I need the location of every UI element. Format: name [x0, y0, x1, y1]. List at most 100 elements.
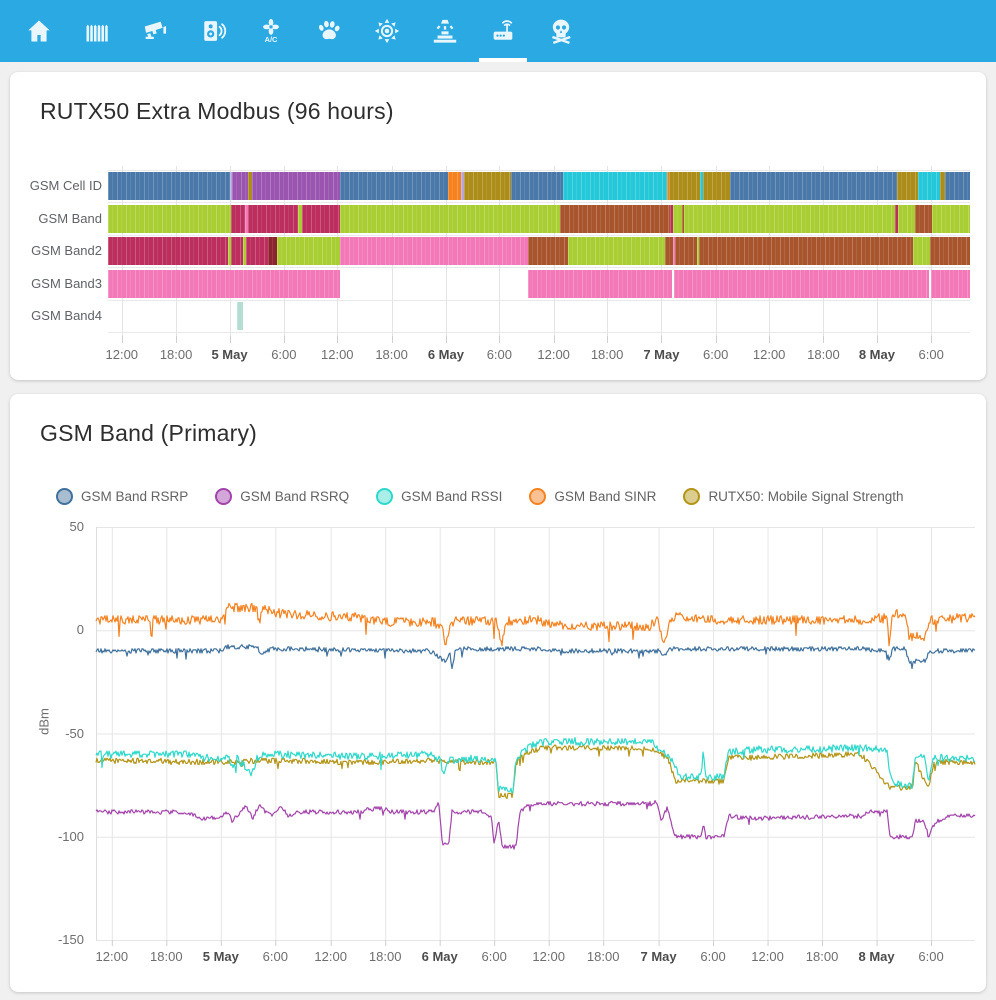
home-icon: [28, 20, 50, 42]
timeline-segment: [108, 204, 232, 233]
gridline: [108, 267, 970, 268]
timeline-segment: [683, 204, 896, 233]
timeline-segment: [672, 204, 683, 233]
y-tick-label: -100: [57, 828, 84, 844]
x-tick-label: 18:00: [159, 347, 193, 362]
y-tick-label: 50: [69, 519, 84, 534]
timeline-segment: [895, 204, 898, 233]
legend-swatch: [683, 488, 701, 505]
legend-item[interactable]: GSM Band RSRQ: [215, 488, 349, 505]
x-tick-label: 18:00: [368, 949, 402, 964]
nav-tab-security[interactable]: [532, 0, 590, 62]
nav-tab-climate[interactable]: A/C: [242, 0, 300, 62]
x-tick-label: 12:00: [314, 949, 347, 964]
nav-tab-cameras[interactable]: [126, 0, 184, 62]
timeline-segment: [108, 172, 230, 200]
axis-tick: [931, 336, 933, 343]
x-tick-label: 6:00: [918, 347, 944, 362]
timeline-segment: [669, 172, 701, 200]
gridline: [108, 332, 970, 333]
series-gsm-band-rssi: [95, 737, 975, 794]
legend-label: GSM Band RSRQ: [240, 489, 350, 504]
timeline-segment: [231, 204, 246, 233]
timeline-row-label: GSM Band3: [31, 275, 102, 291]
axis-tick: [823, 336, 825, 343]
axis-tick: [283, 336, 285, 343]
legend-item[interactable]: RUTX50: Mobile Signal Strength: [683, 488, 904, 505]
legend-item[interactable]: GSM Band SINR: [529, 488, 656, 505]
timeline-segment: [700, 172, 703, 200]
x-tick-label: 5 May: [202, 949, 239, 964]
timeline-segment: [339, 204, 560, 233]
nav-tab-fence[interactable]: [68, 0, 126, 62]
x-tick-label: 6:00: [703, 347, 729, 362]
signal-plot-area[interactable]: [95, 527, 976, 946]
stairs-light-icon: [433, 19, 457, 43]
nav-tab-router[interactable]: [474, 0, 532, 62]
timeline-segment: [696, 237, 700, 265]
x-tick-label: 6 May: [421, 949, 458, 964]
signal-chart[interactable]: [95, 527, 976, 946]
chart-legend: GSM Band RSRP GSM Band RSRQ GSM Band RSSI G…: [56, 488, 904, 505]
x-tick-label: 18:00: [150, 949, 183, 964]
timeline-segment: [339, 237, 528, 265]
signal-card-title: GSM Band (Primary): [40, 420, 258, 446]
x-tick-label: 12:00: [105, 347, 139, 362]
timeline-row-track[interactable]: [108, 204, 970, 233]
timeline-row-label: GSM Cell ID: [29, 178, 102, 193]
timeline-segment: [460, 172, 465, 200]
timeline-segment: [229, 172, 233, 200]
axis-tick: [769, 336, 771, 343]
legend-item[interactable]: GSM Band RSSI: [376, 488, 502, 505]
timeline-segment: [702, 172, 731, 200]
gridline: [108, 300, 970, 301]
nav-tab-media[interactable]: [184, 0, 242, 62]
nav-tab-lights[interactable]: [358, 0, 416, 62]
timeline-segment: [276, 237, 340, 265]
timeline-segment: [699, 237, 914, 265]
timeline-segment: [297, 204, 303, 233]
signal-card: GSM Band (Primary) GSM Band RSRP GSM Band…: [10, 394, 986, 992]
x-tick-label: 18:00: [375, 347, 408, 362]
x-tick-label: 18:00: [590, 347, 624, 362]
timeline-segment: [108, 237, 228, 265]
x-tick-label: 12:00: [537, 347, 570, 362]
legend-label: GSM Band RSSI: [401, 489, 503, 504]
series-gsm-band-rsrp: [95, 644, 975, 670]
fence-icon: [86, 24, 108, 42]
x-tick-label: 18:00: [805, 949, 839, 964]
timeline-row-track[interactable]: [108, 237, 970, 265]
axis-tick: [876, 336, 878, 343]
series-rutx50-mobile-signal-strength: [95, 744, 976, 800]
timeline-row-label: GSM Band: [38, 210, 102, 226]
legend-label: RUTX50: Mobile Signal Strength: [708, 489, 904, 504]
x-tick-label: 18:00: [807, 347, 840, 362]
timeline-segment: [268, 237, 277, 265]
y-axis-label: dBm: [36, 708, 52, 735]
svg-text:A/C: A/C: [264, 35, 278, 44]
x-tick-label: 6:00: [262, 949, 288, 964]
nav-tab-home[interactable]: [10, 0, 68, 62]
timeline-segment: [559, 204, 671, 233]
timeline-segment: [510, 172, 564, 200]
y-tick-label: -150: [57, 932, 84, 947]
timeline-segment: [675, 237, 697, 265]
legend-swatch: [215, 488, 233, 505]
nav-tab-stairs-light[interactable]: [416, 0, 474, 62]
brightness-icon: [374, 18, 400, 44]
timeline-segment: [245, 237, 269, 265]
legend-item[interactable]: GSM Band RSRP: [56, 488, 188, 505]
top-nav: A/C: [0, 0, 996, 62]
timeline-row-track[interactable]: [108, 269, 970, 298]
timeline-row-track[interactable]: [108, 302, 970, 330]
axis-tick: [121, 336, 123, 343]
timeline-segment: [245, 204, 248, 233]
timeline-segment: [945, 172, 970, 200]
timeline-segment: [231, 237, 244, 265]
nav-tab-pets[interactable]: [300, 0, 358, 62]
timeline-card-title: RUTX50 Extra Modbus (96 hours): [40, 98, 394, 124]
timeline-segment: [666, 172, 670, 200]
timeline-row-track[interactable]: [108, 172, 970, 200]
x-tick-label: 8 May: [858, 949, 895, 964]
timeline-segment: [464, 172, 511, 200]
